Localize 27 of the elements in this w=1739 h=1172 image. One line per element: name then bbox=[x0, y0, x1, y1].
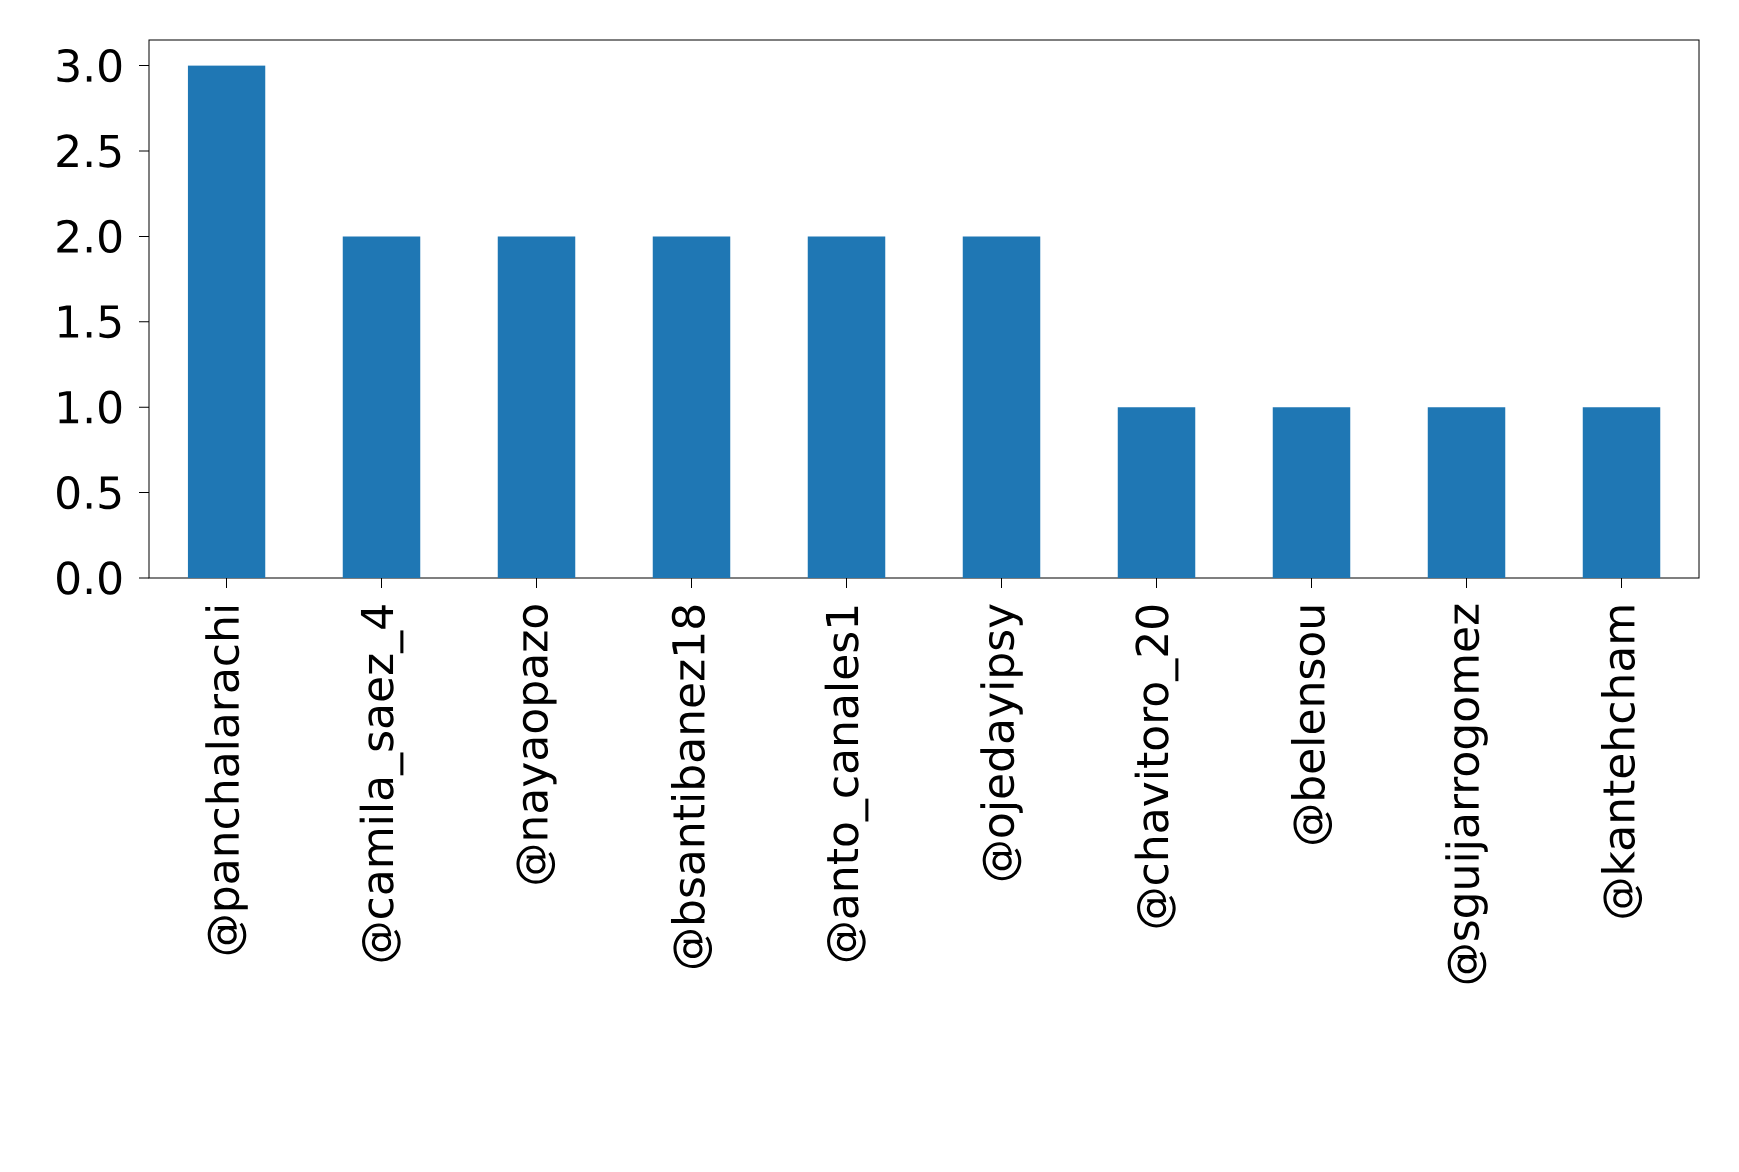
y-tick-label: 1.0 bbox=[58, 390, 122, 424]
x-tick-label: @ojedayipsy bbox=[980, 604, 1023, 881]
bar bbox=[342, 236, 421, 578]
x-tick-label: @panchalarachi bbox=[205, 606, 248, 955]
y-tick-label: 2.5 bbox=[57, 134, 121, 168]
bar bbox=[1117, 407, 1196, 578]
x-tick-label: @sguijarrogomez bbox=[1445, 604, 1488, 984]
y-tick-label: 2.0 bbox=[57, 219, 122, 254]
y-tick-label: 1.5 bbox=[58, 305, 121, 339]
x-tick-label: @camila_saez_4 bbox=[359, 605, 404, 962]
x-tick-label: @belensou bbox=[1290, 606, 1333, 844]
y-tick-label: 0.5 bbox=[57, 475, 121, 510]
x-tick-label: @bsantibanez18 bbox=[670, 605, 713, 969]
y-tick-label: 0.0 bbox=[57, 561, 122, 595]
bar bbox=[497, 236, 576, 578]
x-tick-label: @nayaopazo bbox=[516, 605, 557, 884]
bar bbox=[962, 236, 1041, 578]
bar bbox=[652, 236, 731, 578]
y-tick-label: 3.0 bbox=[57, 48, 122, 83]
bar bbox=[807, 236, 886, 578]
x-tick-label: @chavitoro_20 bbox=[1134, 605, 1179, 928]
x-tick-label: @anto_canales1 bbox=[824, 606, 869, 962]
bar bbox=[187, 65, 266, 578]
bar bbox=[1427, 407, 1506, 578]
x-tick-label: @kantehcham bbox=[1600, 606, 1643, 918]
bar bbox=[1582, 407, 1661, 578]
bar bbox=[1272, 407, 1351, 578]
